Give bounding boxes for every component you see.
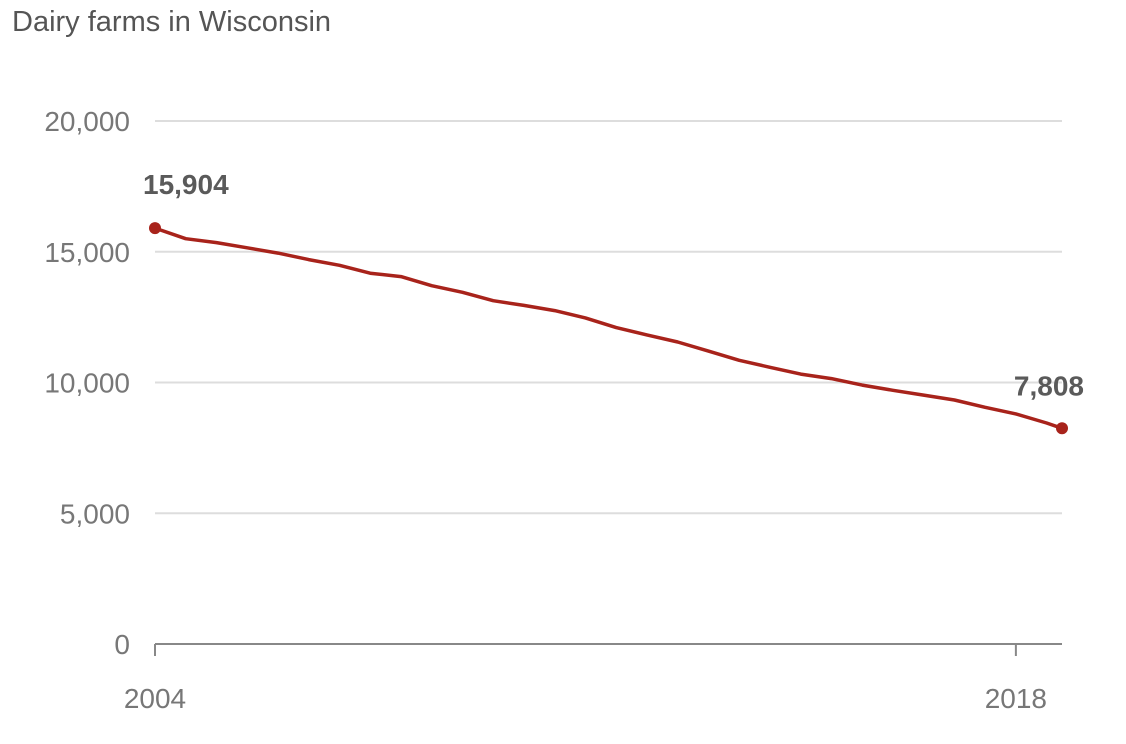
series-group (149, 222, 1068, 435)
end-point-marker (1056, 422, 1068, 435)
grid-lines (155, 120, 1062, 515)
start-value-label: 15,904 (143, 169, 229, 200)
y-axis-ticks: 0 5,000 10,000 15,000 20,000 (44, 106, 130, 660)
start-point-marker (149, 222, 161, 235)
y-tick-label: 0 (114, 629, 130, 660)
chart-title: Dairy farms in Wisconsin (12, 6, 332, 38)
x-axis: 2004 2018 (124, 643, 1062, 714)
annotations: 15,904 7,808 (143, 169, 1084, 401)
end-value-label: 7,808 (1014, 370, 1084, 401)
y-tick-label: 10,000 (44, 368, 130, 399)
y-tick-label: 20,000 (44, 106, 130, 137)
series-line (153, 226, 1064, 431)
x-tick-label: 2018 (985, 683, 1047, 714)
x-tick-label: 2004 (124, 683, 186, 714)
y-tick-label: 5,000 (60, 498, 130, 529)
y-tick-label: 15,000 (44, 237, 130, 268)
